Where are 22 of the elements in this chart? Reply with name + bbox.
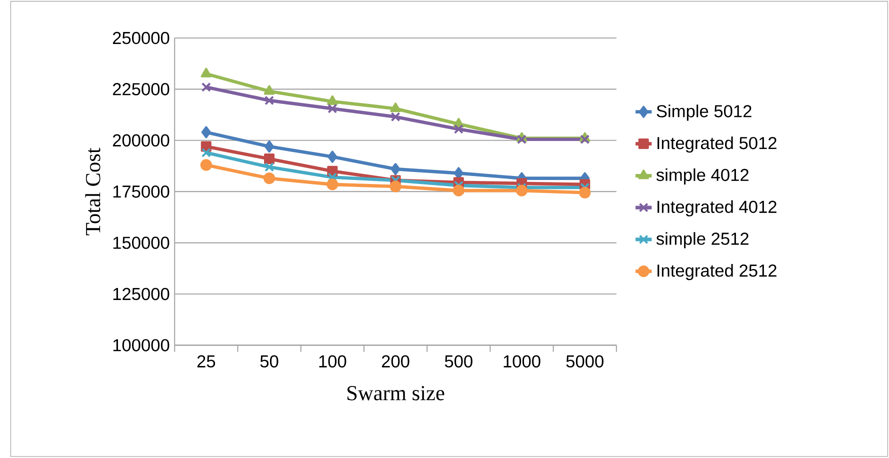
legend-label: Integrated 2512 [658, 264, 776, 280]
y-tick-label: 125000 [113, 288, 170, 300]
y-tick-label: 150000 [113, 236, 170, 250]
y-tick-label: 100000 [113, 339, 170, 352]
x-tick-label: 25 [197, 355, 216, 368]
legend-label: simple 2512 [656, 232, 748, 248]
x-tick-label: 100 [319, 355, 346, 368]
legend-label: Simple 5012 [656, 104, 752, 121]
x-axis-title: Swarm size [347, 386, 444, 400]
y-tick-label: 175000 [113, 186, 170, 198]
y-tick-label: 250000 [112, 32, 170, 44]
x-tick-label: 1000 [504, 355, 540, 368]
y-axis-title: Total Cost [85, 148, 100, 236]
x-tick-label: 500 [444, 355, 472, 368]
y-tick-label: 225000 [112, 83, 170, 96]
y-tick-label: 200000 [112, 134, 170, 147]
legend-label: Integrated 4012 [658, 200, 776, 216]
legend-label: Integrated 5012 [658, 136, 776, 153]
x-tick-label: 50 [260, 355, 278, 368]
legend-label: simple 4012 [656, 168, 748, 185]
x-tick-label: 200 [382, 355, 410, 368]
x-tick-label: 5000 [566, 355, 604, 368]
